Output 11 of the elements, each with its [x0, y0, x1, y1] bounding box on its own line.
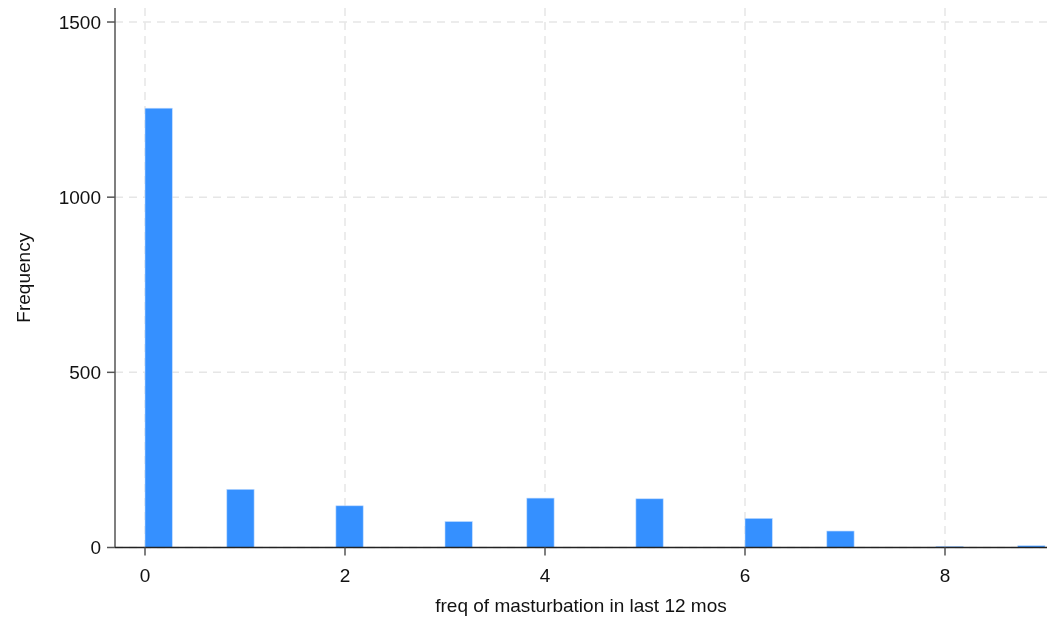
x-tick-label: 4	[539, 564, 551, 586]
y-tick-label: 0	[90, 537, 101, 559]
y-axis-title: Frequency	[13, 232, 34, 323]
x-axis-title: freq of masturbation in last 12 mos	[435, 595, 727, 616]
x-tick-label: 6	[739, 564, 751, 586]
y-tick-label: 1000	[58, 186, 101, 208]
y-tick-label: 1500	[58, 11, 101, 33]
x-tick-label: 0	[139, 564, 151, 586]
x-tick-label: 8	[939, 564, 951, 586]
y-tick-label: 500	[69, 361, 101, 383]
x-tick-label: 2	[339, 564, 351, 586]
